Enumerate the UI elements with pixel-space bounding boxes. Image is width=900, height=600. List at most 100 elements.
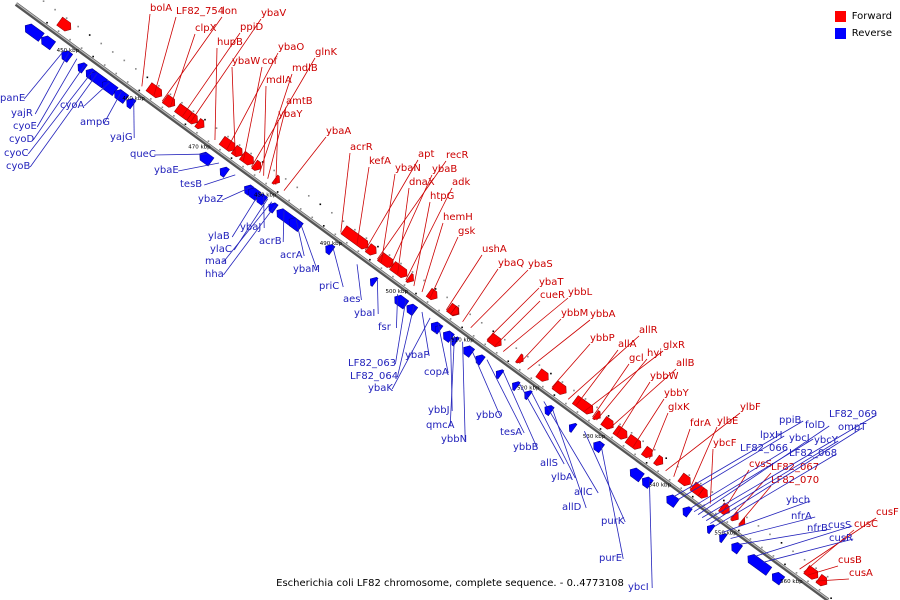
gene-label-ybbj: ybbJ — [428, 405, 450, 416]
gene-label-ybby: ybbY — [664, 388, 690, 399]
tick-dot — [42, 0, 45, 2]
tick-dot — [92, 55, 94, 58]
forward-gene — [535, 368, 549, 382]
leader-line — [519, 318, 562, 364]
leader-line — [543, 401, 599, 494]
gene-label-ybap: ybaP — [405, 350, 429, 361]
forward-gene-shape — [571, 395, 594, 415]
gene-label-hha: hha — [205, 269, 224, 280]
leader-line — [502, 297, 569, 352]
leader-line — [632, 398, 665, 448]
forward-gene — [364, 243, 377, 256]
leader-line — [103, 91, 122, 124]
tick-dot — [365, 237, 368, 239]
gene-label-adk: adk — [452, 177, 470, 188]
gene-label-cusr: cusR — [829, 533, 853, 544]
gene-label-ybba: ybbA — [590, 309, 616, 320]
gene-label-alls: allS — [540, 458, 558, 469]
reverse-swatch — [834, 28, 846, 39]
leader-line — [730, 516, 816, 539]
gene-label-cof: cof — [262, 56, 278, 67]
forward-gene — [271, 174, 280, 185]
gene-label-ylba: ylbA — [551, 472, 573, 483]
leader-line — [462, 341, 466, 441]
tick-dot — [403, 284, 406, 286]
leader-line — [701, 414, 877, 518]
gene-label-lf82064: LF82_064 — [350, 371, 398, 382]
tick-dot — [726, 521, 729, 523]
forward-gene-shape — [653, 454, 664, 466]
tick-dot — [588, 419, 590, 422]
leader-line — [397, 187, 410, 275]
leader-line — [190, 18, 262, 123]
kbp-tick-label: 530 kbp — [583, 434, 606, 440]
leader-line — [295, 219, 305, 257]
leader-line — [377, 160, 447, 260]
gene-label-htpg: htpG — [430, 191, 454, 202]
tick-dot — [480, 321, 483, 324]
leader-line — [470, 269, 529, 329]
tick-dot — [181, 101, 183, 104]
tick-dot — [518, 368, 521, 371]
leader-line — [389, 174, 433, 269]
tick-dot — [723, 499, 725, 502]
forward-gene — [624, 433, 642, 450]
reverse-gene-shape — [568, 422, 578, 433]
forward-gene-shape — [161, 94, 176, 108]
kbp-tick-label: 500 kbp — [386, 289, 409, 295]
tick-dot — [826, 575, 829, 578]
reverse-gene-shape — [731, 542, 743, 555]
gene-label-alld: allD — [562, 502, 582, 513]
forward-gene — [145, 82, 163, 99]
tick-dot — [803, 558, 806, 561]
tick-dot — [680, 487, 683, 489]
leader-line — [214, 47, 218, 141]
leader-line — [807, 565, 839, 576]
forward-gene — [56, 16, 72, 32]
leader-line — [299, 222, 318, 271]
reverse-gene — [747, 554, 773, 576]
leader-line — [486, 287, 540, 340]
leader-line — [709, 448, 714, 504]
kbp-tick-label: 540 kbp — [649, 482, 672, 488]
tick-dot — [749, 538, 752, 540]
forward-gene-shape — [624, 433, 642, 450]
legend-reverse-label: Reverse — [851, 28, 892, 39]
forward-gene-shape — [612, 424, 628, 440]
gene-label-ybcf: ybcF — [713, 438, 737, 449]
tick-dot — [645, 462, 648, 464]
forward-gene-shape — [405, 273, 414, 283]
leader-line — [141, 13, 151, 87]
gene-label-ylbf: ylbF — [740, 402, 761, 413]
tick-dot — [296, 186, 299, 189]
gene-label-pure: purE — [599, 553, 622, 564]
leader-line — [803, 529, 855, 573]
leader-line — [223, 204, 277, 276]
gene-label-ybai: ybaI — [354, 308, 375, 319]
reverse-gene — [406, 303, 419, 317]
leader-line — [608, 368, 677, 430]
gene-label-hyi: hyi — [647, 348, 662, 359]
gene-label-quec: queC — [130, 149, 156, 160]
reverse-gene — [463, 345, 476, 358]
tick-dot — [457, 305, 460, 307]
gene-label-copa: copA — [424, 367, 449, 378]
forward-gene — [653, 454, 664, 466]
reverse-gene-shape — [288, 217, 304, 232]
leader-line — [738, 485, 772, 525]
forward-gene — [600, 416, 614, 430]
forward-gene-shape — [340, 225, 369, 250]
tick-dot — [784, 563, 786, 566]
reverse-gene — [495, 369, 505, 380]
tick-dot — [169, 93, 172, 96]
gene-label-lf82754: LF82_754 — [176, 6, 224, 17]
legend-forward: Forward — [834, 8, 892, 25]
leader-line — [551, 343, 591, 388]
leader-line — [527, 319, 591, 370]
gene-label-lpxh: lpxH — [760, 430, 783, 441]
gene-label-fdra: fdrA — [690, 418, 711, 429]
gene-label-ybaq: ybaQ — [498, 258, 524, 269]
gene-label-yajr: yajR — [11, 108, 33, 119]
reverse-gene-shape — [370, 276, 379, 287]
